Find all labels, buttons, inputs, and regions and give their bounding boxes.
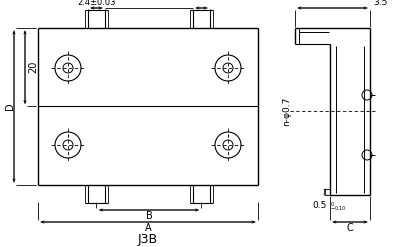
Text: B: B	[145, 211, 152, 221]
Text: 0.5: 0.5	[312, 201, 326, 209]
Text: D: D	[5, 103, 15, 110]
Text: $^{0}_{-0.10}$: $^{0}_{-0.10}$	[329, 200, 346, 214]
Text: A: A	[144, 223, 151, 233]
Text: J3B: J3B	[138, 233, 158, 247]
Text: 3.5: 3.5	[372, 0, 387, 7]
Text: 20: 20	[28, 61, 38, 73]
Text: 2.4±0.03: 2.4±0.03	[77, 0, 115, 7]
Text: n-φ0.7: n-φ0.7	[281, 97, 290, 126]
Text: C: C	[346, 223, 352, 233]
